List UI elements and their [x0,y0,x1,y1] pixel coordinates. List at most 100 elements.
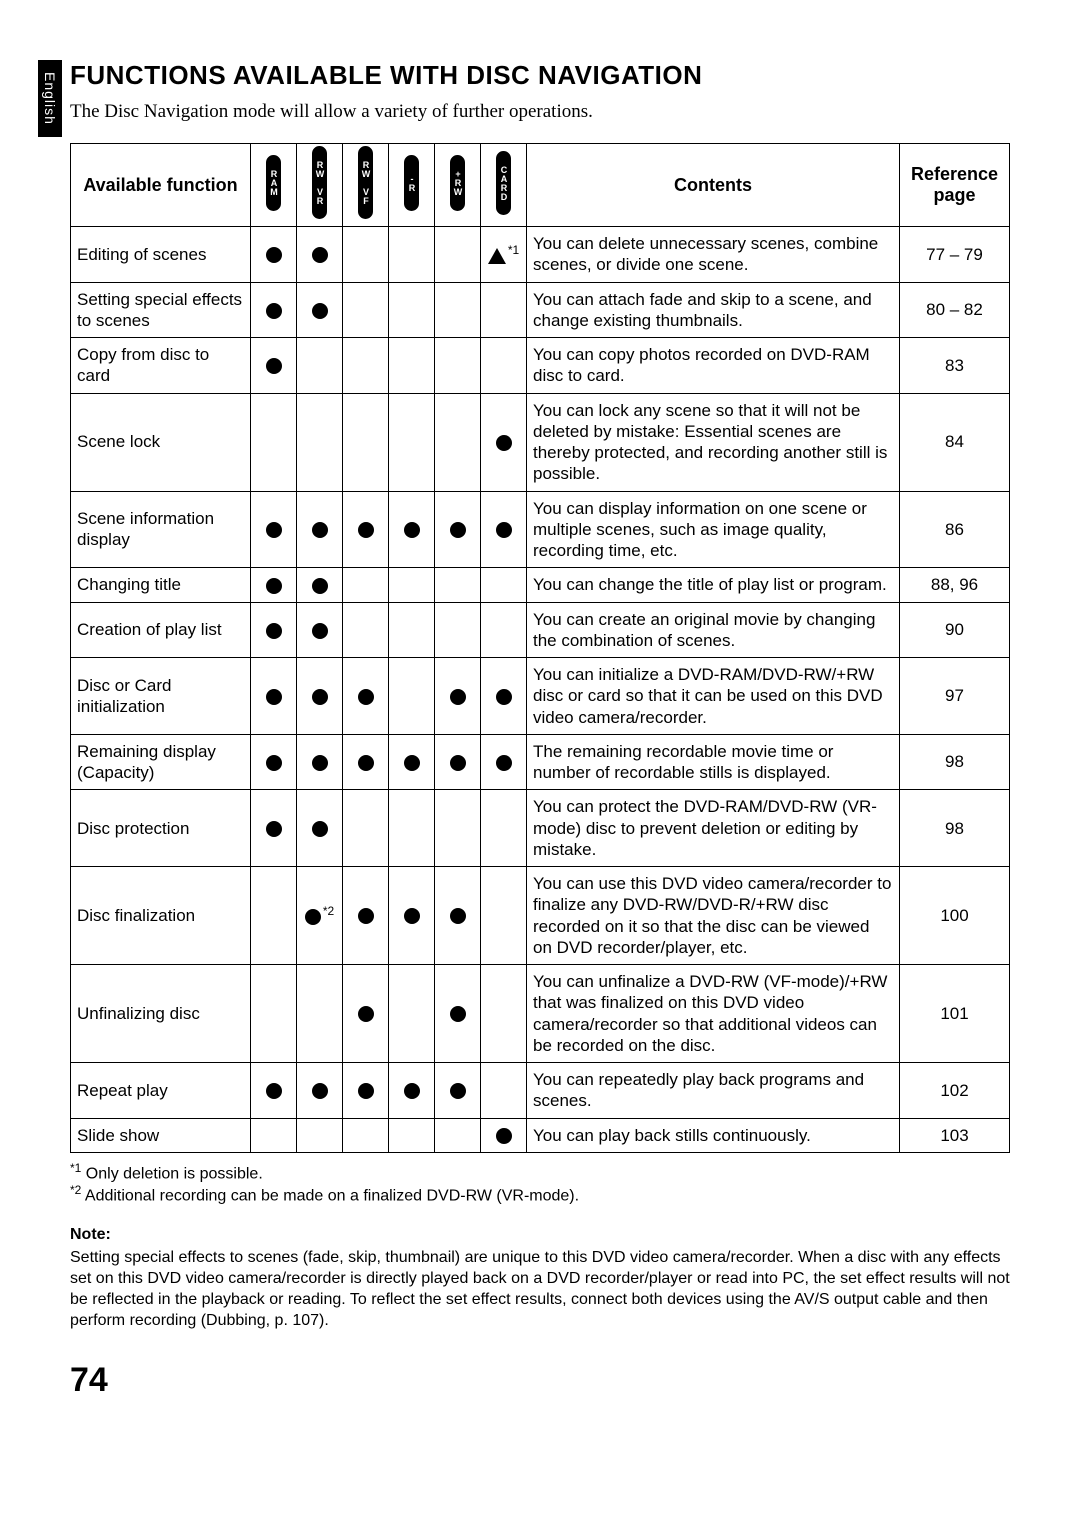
cell-reference: 100 [900,867,1010,965]
cell-media [389,602,435,658]
cell-media [251,658,297,735]
cell-media [435,282,481,338]
dot-icon [266,755,282,771]
dot-icon [358,1006,374,1022]
cell-media [297,1063,343,1119]
cell-media [251,790,297,867]
cell-media [343,867,389,965]
dot-icon [358,689,374,705]
dot-icon [404,755,420,771]
cell-function: Disc protection [71,790,251,867]
dot-icon [312,522,328,538]
dot-icon [312,247,328,263]
cell-function: Copy from disc to card [71,338,251,394]
col-media-2: RW VF [343,144,389,227]
cell-media [343,1063,389,1119]
cell-contents: You can lock any scene so that it will n… [527,393,900,491]
table-row: Disc or Card initializationYou can initi… [71,658,1010,735]
cell-media [389,867,435,965]
dot-icon [496,522,512,538]
cell-media [389,1118,435,1152]
dot-icon [450,522,466,538]
footnote: *2 Additional recording can be made on a… [70,1183,1010,1205]
cell-media [297,658,343,735]
cell-media [435,568,481,602]
cell-media [297,282,343,338]
cell-media [343,227,389,283]
cell-media [435,393,481,491]
cell-contents: You can repeatedly play back programs an… [527,1063,900,1119]
cell-contents: You can display information on one scene… [527,491,900,568]
cell-contents: You can create an original movie by chan… [527,602,900,658]
cell-media [297,393,343,491]
cell-media [389,1063,435,1119]
col-media-1: RW VR [297,144,343,227]
cell-media [297,734,343,790]
table-row: Slide show You can play back stills conti… [71,1118,1010,1152]
cell-media [343,965,389,1063]
cell-contents: You can protect the DVD-RAM/DVD-RW (VR-m… [527,790,900,867]
dot-icon [312,303,328,319]
dot-icon [358,908,374,924]
cell-media [251,568,297,602]
cell-media [297,602,343,658]
cell-function: Repeat play [71,1063,251,1119]
cell-media [389,790,435,867]
cell-function: Setting special effects to scenes [71,282,251,338]
table-row: Creation of play listYou can create an o… [71,602,1010,658]
cell-media [343,338,389,394]
cell-media [297,1118,343,1152]
cell-contents: You can delete unnecessary scenes, combi… [527,227,900,283]
cell-media [435,734,481,790]
dot-icon [312,578,328,594]
dot-icon [312,821,328,837]
cell-media [297,491,343,568]
cell-media [435,1063,481,1119]
footnote: *1 Only deletion is possible. [70,1161,1010,1183]
cell-media [481,658,527,735]
note-block: Note: Setting special effects to scenes … [70,1225,1010,1331]
col-media-3: -R [389,144,435,227]
page-number: 74 [70,1361,1010,1400]
cell-reference: 97 [900,658,1010,735]
cell-media [389,491,435,568]
cell-media [343,282,389,338]
annotation: *2 [323,904,334,918]
note-body: Setting special effects to scenes (fade,… [70,1249,1010,1328]
cell-function: Scene lock [71,393,251,491]
cell-function: Changing title [71,568,251,602]
cell-function: Slide show [71,1118,251,1152]
table-row: Copy from disc to card You can copy photo… [71,338,1010,394]
cell-media [481,1063,527,1119]
dot-icon [496,1128,512,1144]
cell-contents: You can play back stills continuously. [527,1118,900,1152]
cell-media [251,282,297,338]
table-row: Repeat play You can repeatedly play back … [71,1063,1010,1119]
annotation: *1 [508,243,519,257]
cell-contents: You can use this DVD video camera/record… [527,867,900,965]
cell-media [343,602,389,658]
dot-icon [404,908,420,924]
cell-media [343,491,389,568]
dot-icon [266,689,282,705]
dot-icon [305,909,321,925]
cell-media [481,734,527,790]
dot-icon [266,303,282,319]
dot-icon [312,623,328,639]
cell-contents: You can copy photos recorded on DVD-RAM … [527,338,900,394]
cell-media [297,790,343,867]
cell-contents: The remaining recordable movie time or n… [527,734,900,790]
dot-icon [450,1083,466,1099]
note-heading: Note: [70,1225,1010,1246]
cell-reference: 101 [900,965,1010,1063]
dot-icon [450,1006,466,1022]
cell-contents: You can attach fade and skip to a scene,… [527,282,900,338]
cell-media [251,734,297,790]
cell-media [343,393,389,491]
table-row: Setting special effects to scenes You can… [71,282,1010,338]
cell-media [251,1118,297,1152]
cell-media [481,338,527,394]
cell-media [389,965,435,1063]
dot-icon [266,821,282,837]
cell-media [297,965,343,1063]
